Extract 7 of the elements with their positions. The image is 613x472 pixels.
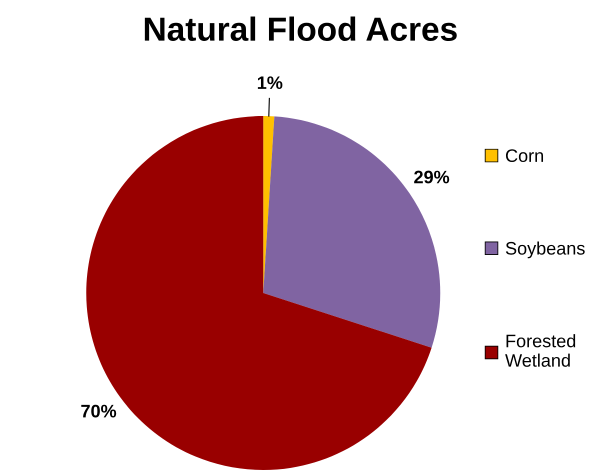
chart-title: Natural Flood Acres — [144, 16, 457, 42]
data-label: 29% — [414, 170, 450, 184]
data-label: 1% — [258, 76, 282, 90]
legend-label: Forested Wetland — [505, 334, 576, 367]
legend-label: Soybeans — [506, 241, 585, 258]
legend-label: Corn — [506, 149, 544, 162]
data-label: 70% — [81, 404, 116, 418]
